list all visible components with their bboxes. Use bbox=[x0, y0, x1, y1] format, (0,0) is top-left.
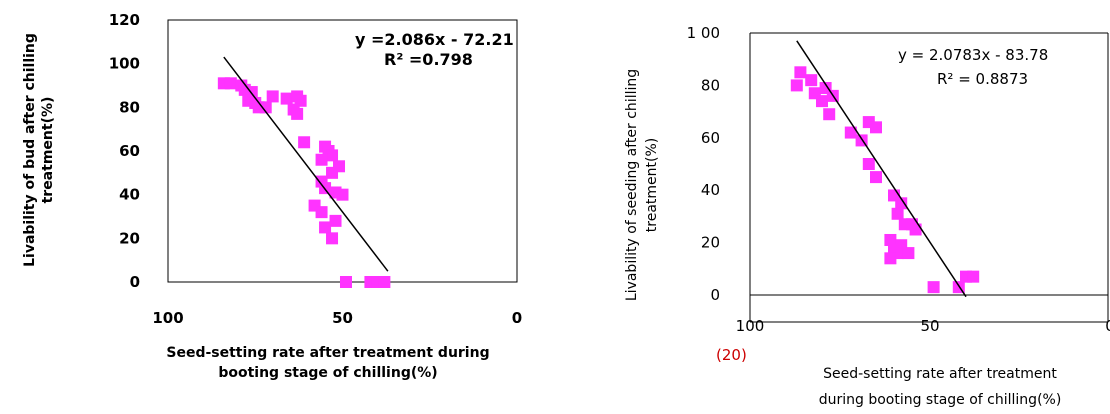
data-point-left bbox=[259, 101, 272, 114]
data-point-right bbox=[927, 281, 940, 294]
x-tick-label-left: 0 bbox=[512, 309, 522, 327]
data-point-left bbox=[224, 77, 237, 90]
data-point-left bbox=[326, 166, 339, 179]
trendline-left bbox=[223, 56, 389, 272]
data-point-left bbox=[326, 149, 339, 162]
data-point-left bbox=[315, 206, 328, 219]
y-tick-label-left: 120 bbox=[109, 11, 140, 29]
data-point-left bbox=[266, 90, 279, 103]
r-squared-right: R² = 0.8873 bbox=[937, 70, 1028, 88]
x-tick-label-left: 50 bbox=[332, 309, 353, 327]
y-tick-label-right: 1 00 bbox=[687, 24, 720, 42]
data-point-right bbox=[823, 108, 836, 121]
trendline-right bbox=[796, 40, 967, 298]
data-point-right bbox=[884, 252, 897, 265]
y-axis-title-right-line2: treatment(%) bbox=[644, 138, 660, 232]
data-point-right bbox=[805, 74, 818, 87]
y-tick-label-left: 80 bbox=[119, 98, 140, 116]
data-point-left bbox=[339, 276, 352, 288]
y-tick-label-left: 20 bbox=[119, 229, 140, 247]
data-point-right bbox=[967, 270, 980, 283]
equation-right: y = 2.0783x - 83.78 bbox=[898, 46, 1048, 64]
x-tick-label-right: 0 bbox=[1105, 317, 1110, 335]
y-tick-label-left: 40 bbox=[119, 186, 140, 204]
data-point-right bbox=[884, 233, 897, 246]
y-extra-label-right: (20) bbox=[716, 346, 747, 364]
data-point-left bbox=[378, 276, 391, 288]
data-point-right bbox=[816, 95, 828, 108]
data-point-right bbox=[895, 197, 908, 210]
data-point-right bbox=[870, 121, 882, 134]
data-point-left bbox=[298, 136, 311, 149]
data-point-right bbox=[794, 66, 807, 79]
x-tick-label-left: 100 bbox=[152, 309, 183, 327]
r-squared-left: R² =0.798 bbox=[384, 50, 473, 69]
data-point-left bbox=[319, 221, 332, 234]
data-point-left bbox=[280, 92, 293, 105]
y-axis-title-left-line1: Livability of bud after chilling bbox=[22, 33, 38, 267]
x-axis-title-right-line1: Seed-setting rate after treatment bbox=[823, 366, 1057, 382]
data-point-right bbox=[790, 79, 803, 92]
data-point-left bbox=[252, 101, 265, 114]
equation-left: y =2.086x - 72.21 bbox=[355, 30, 514, 49]
x-axis-title-left-line2: booting stage of chilling(%) bbox=[218, 365, 437, 381]
data-point-right bbox=[891, 207, 904, 220]
y-tick-label-right: 60 bbox=[701, 129, 720, 147]
y-axis-title-left-line2: treatment(%) bbox=[40, 97, 56, 204]
y-tick-label-right: 80 bbox=[701, 76, 720, 94]
data-point-right bbox=[862, 158, 875, 170]
y-tick-label-right: 20 bbox=[701, 234, 720, 252]
chart-right: y = 2.0783x - 83.78 R² = 0.8873 100 50 0 0… bbox=[624, 24, 1110, 408]
data-point-right bbox=[844, 126, 857, 139]
y-tick-label-left: 100 bbox=[109, 55, 140, 73]
y-tick-label-left: 60 bbox=[119, 142, 140, 160]
data-point-right bbox=[902, 247, 915, 260]
x-axis-title-left-line1: Seed-setting rate after treatment during bbox=[166, 345, 489, 361]
data-point-left bbox=[315, 153, 328, 166]
y-tick-label-left: 0 bbox=[130, 273, 140, 291]
x-axis-title-right-line2: during booting stage of chilling(%) bbox=[819, 392, 1062, 408]
y-axis-title-right-line1: Livability of seeding after chilling bbox=[624, 69, 640, 301]
x-tick-label-right: 50 bbox=[920, 317, 939, 335]
x-tick-label-right: 100 bbox=[736, 317, 765, 335]
data-point-right bbox=[870, 171, 882, 184]
data-point-right bbox=[909, 223, 922, 236]
data-point-left bbox=[329, 214, 342, 227]
chart-left: y =2.086x - 72.21 R² =0.798 100 50 0 0 20 40… bbox=[22, 11, 522, 381]
data-point-left bbox=[291, 107, 304, 120]
data-point-left bbox=[326, 232, 339, 245]
y-tick-label-right: 40 bbox=[701, 181, 720, 199]
data-point-left bbox=[336, 188, 349, 201]
y-tick-label-right: 0 bbox=[710, 286, 720, 304]
